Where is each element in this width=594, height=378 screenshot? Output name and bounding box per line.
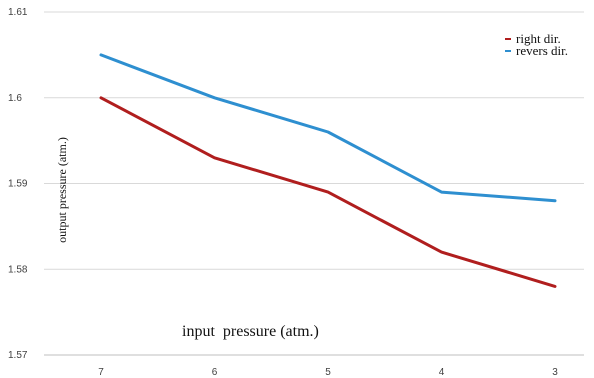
legend: right dir.revers dir. [505, 31, 568, 58]
y-tick-label: 1.58 [8, 264, 28, 275]
x-axis-tick-labels: 7 6 5 4 3 [98, 367, 558, 378]
legend-label: revers dir. [516, 43, 568, 58]
x-tick-label: 7 [98, 367, 104, 378]
x-axis-label: input pressure (atm.) [182, 323, 319, 340]
x-tick-label: 6 [212, 367, 218, 378]
series-lines [99, 53, 557, 288]
series-line-right-dir [99, 96, 557, 288]
series-line-revers-dir [99, 53, 557, 203]
y-tick-label: 1.57 [8, 350, 28, 361]
x-tick-label: 4 [439, 367, 445, 378]
y-axis-label: output pressure (atm.) [55, 137, 69, 243]
x-tick-label: 3 [552, 367, 558, 378]
y-tick-label: 1.59 [8, 179, 28, 190]
x-tick-label: 5 [325, 367, 331, 378]
y-axis-tick-labels: 1.57 1.58 1.59 1.6 1.61 [8, 7, 28, 361]
y-tick-label: 1.61 [8, 7, 28, 18]
y-tick-label: 1.6 [8, 93, 22, 104]
legend-label: right dir. [516, 31, 561, 46]
